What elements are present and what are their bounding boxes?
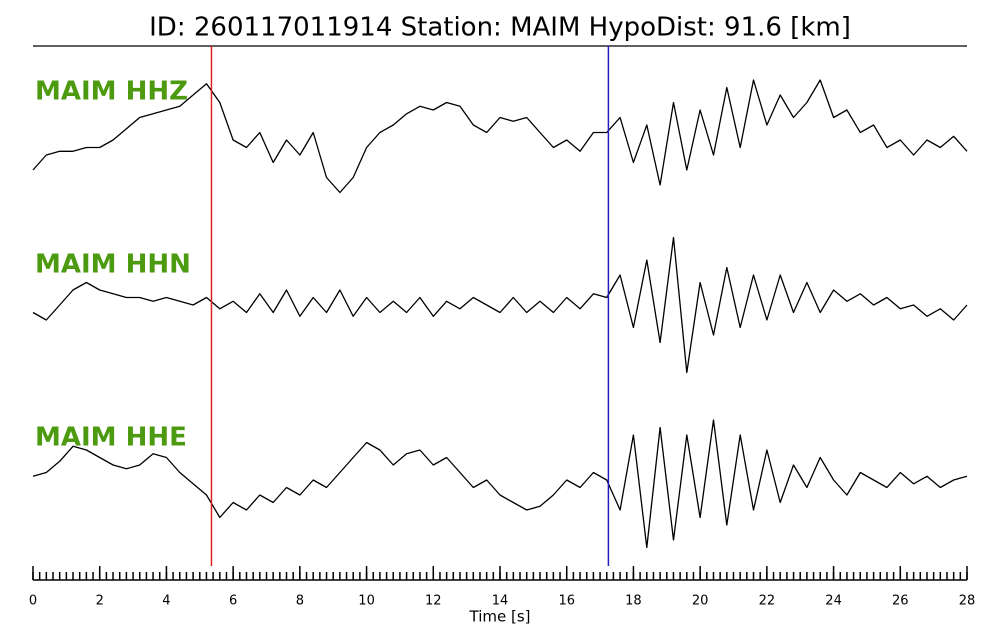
x-tick-label: 8 bbox=[296, 594, 304, 609]
waveform bbox=[32, 79, 968, 194]
x-tick-label: 12 bbox=[425, 594, 442, 609]
x-tick-label: 20 bbox=[692, 594, 709, 609]
x-tick-label: 10 bbox=[358, 594, 375, 609]
trace-label: MAIM HHN bbox=[35, 250, 191, 280]
x-tick-label: 2 bbox=[96, 594, 104, 609]
x-tick-label: 18 bbox=[625, 594, 642, 609]
trace-label: MAIM HHE bbox=[35, 423, 187, 453]
x-tick-label: 16 bbox=[558, 594, 575, 609]
trace-label: MAIM HHZ bbox=[35, 77, 188, 107]
waveform bbox=[32, 419, 968, 549]
chart-title: ID: 260117011914 Station: MAIM HypoDist:… bbox=[149, 13, 851, 43]
x-tick-label: 22 bbox=[759, 594, 776, 609]
waveform bbox=[32, 236, 968, 374]
x-tick-label: 26 bbox=[892, 594, 909, 609]
x-tick-label: 0 bbox=[29, 594, 37, 609]
x-tick-label: 28 bbox=[959, 594, 976, 609]
x-tick-label: 6 bbox=[229, 594, 237, 609]
x-tick-label: 14 bbox=[492, 594, 509, 609]
x-tick-label: 4 bbox=[162, 594, 170, 609]
x-axis-label: Time [s] bbox=[469, 608, 531, 626]
x-tick-label: 24 bbox=[825, 594, 842, 609]
